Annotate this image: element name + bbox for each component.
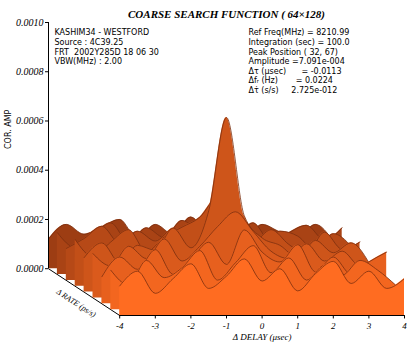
svg-text:0.0004: 0.0004 bbox=[16, 164, 44, 175]
svg-text:1: 1 bbox=[295, 321, 300, 331]
svg-text:0.0002: 0.0002 bbox=[16, 214, 44, 225]
svg-text:-3: -3 bbox=[152, 321, 160, 331]
svg-text:Ref Freq(MHz) = 8210.99Integra: Ref Freq(MHz) = 8210.99Integration (sec)… bbox=[249, 28, 350, 95]
svg-text:KASHIM34 - WESTFORDSource : 4C: KASHIM34 - WESTFORDSource : 4C39.25FRT 2… bbox=[55, 28, 159, 66]
svg-text:3: 3 bbox=[366, 321, 372, 331]
svg-text:0.0010: 0.0010 bbox=[16, 17, 44, 28]
svg-text:Δ RATE (ps/s): Δ RATE (ps/s) bbox=[54, 287, 98, 320]
svg-text:4: 4 bbox=[402, 321, 407, 331]
svg-text:-1: -1 bbox=[223, 321, 231, 331]
svg-text:COR. AMP: COR. AMP bbox=[4, 109, 13, 149]
svg-text:0.0006: 0.0006 bbox=[16, 115, 44, 126]
svg-text:Δ DELAY (μsec): Δ DELAY (μsec) bbox=[232, 332, 292, 342]
svg-text:0.0008: 0.0008 bbox=[16, 66, 44, 77]
svg-text:0.0000: 0.0000 bbox=[16, 263, 44, 274]
svg-text:0: 0 bbox=[260, 321, 265, 331]
svg-text:2: 2 bbox=[331, 321, 336, 331]
svg-text:-2: -2 bbox=[187, 321, 195, 331]
svg-text:-4: -4 bbox=[116, 321, 124, 331]
svg-text:COARSE SEARCH FUNCTION ( 64×12: COARSE SEARCH FUNCTION ( 64×128) bbox=[128, 8, 325, 21]
